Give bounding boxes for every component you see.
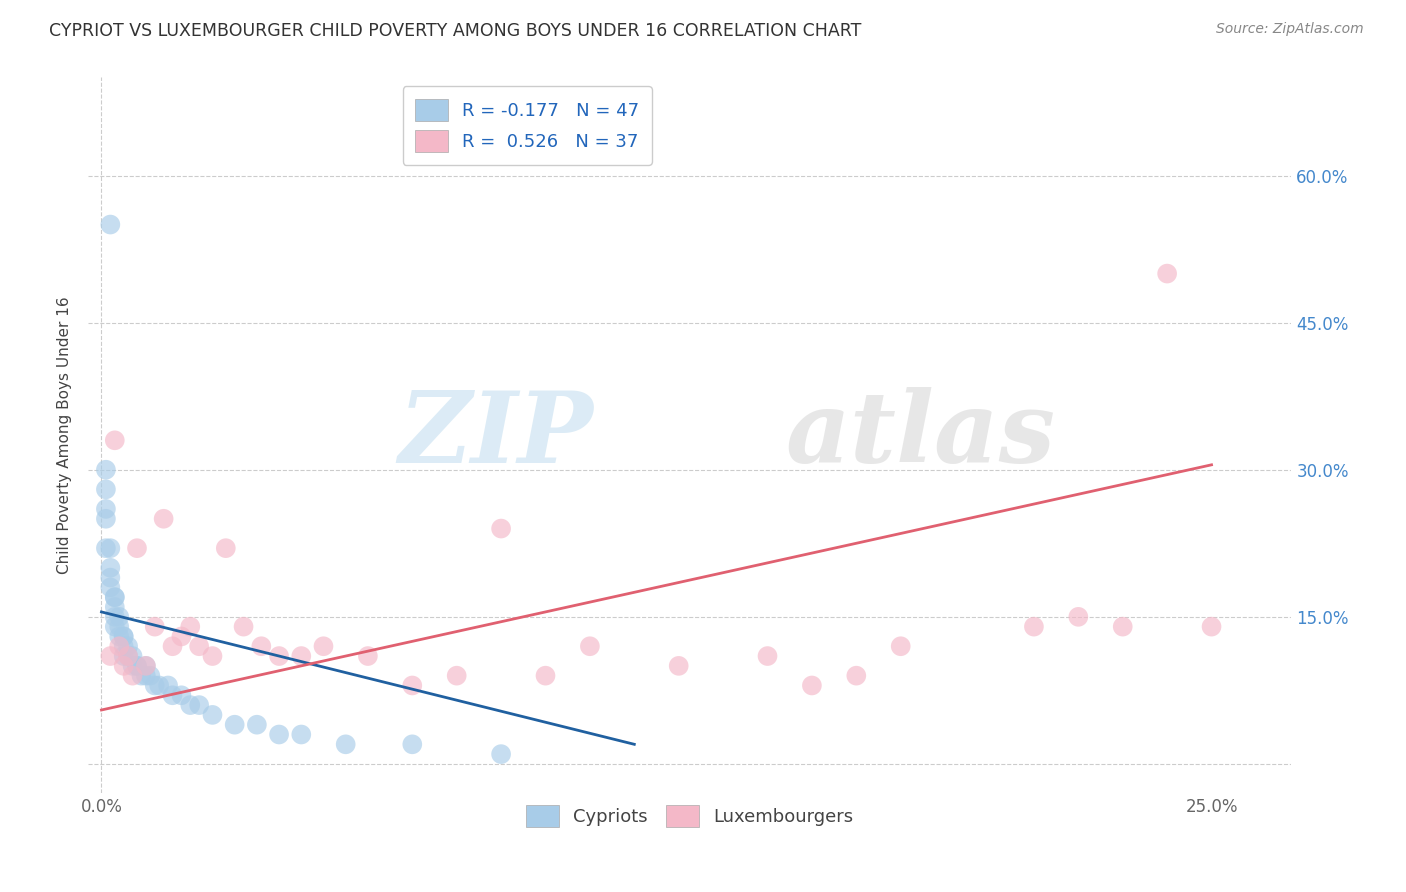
Point — [135, 668, 157, 682]
Point — [98, 581, 121, 595]
Point — [246, 717, 269, 731]
Point — [312, 639, 335, 653]
Point — [201, 707, 224, 722]
Point — [157, 678, 180, 692]
Point — [401, 737, 423, 751]
Point — [534, 668, 557, 682]
Point — [98, 218, 121, 232]
Point — [446, 668, 468, 682]
Point — [104, 610, 127, 624]
Point — [162, 639, 184, 653]
Point — [152, 512, 174, 526]
Point — [104, 591, 127, 605]
Point — [112, 629, 135, 643]
Text: Source: ZipAtlas.com: Source: ZipAtlas.com — [1216, 22, 1364, 37]
Point — [143, 620, 166, 634]
Point — [108, 639, 131, 653]
Point — [108, 620, 131, 634]
Point — [290, 727, 312, 741]
Point — [401, 678, 423, 692]
Point — [188, 639, 211, 653]
Point — [117, 648, 139, 663]
Point — [98, 541, 121, 556]
Point — [290, 648, 312, 663]
Point — [1112, 620, 1135, 634]
Point — [104, 434, 127, 448]
Point — [267, 648, 290, 663]
Point — [162, 688, 184, 702]
Point — [94, 512, 117, 526]
Point — [94, 483, 117, 497]
Point — [98, 648, 121, 663]
Point — [112, 629, 135, 643]
Point — [94, 541, 117, 556]
Point — [250, 639, 273, 653]
Point — [125, 541, 148, 556]
Legend: Cypriots, Luxembourgers: Cypriots, Luxembourgers — [519, 798, 860, 834]
Point — [224, 717, 246, 731]
Point — [267, 727, 290, 741]
Point — [104, 620, 127, 634]
Point — [94, 463, 117, 477]
Point — [800, 678, 823, 692]
Point — [148, 678, 170, 692]
Text: atlas: atlas — [786, 387, 1056, 483]
Point — [201, 648, 224, 663]
Point — [215, 541, 238, 556]
Text: CYPRIOT VS LUXEMBOURGER CHILD POVERTY AMONG BOYS UNDER 16 CORRELATION CHART: CYPRIOT VS LUXEMBOURGER CHILD POVERTY AM… — [49, 22, 862, 40]
Point — [170, 629, 193, 643]
Point — [125, 658, 148, 673]
Point — [135, 658, 157, 673]
Point — [117, 648, 139, 663]
Point — [143, 678, 166, 692]
Point — [489, 747, 512, 761]
Point — [188, 698, 211, 712]
Point — [104, 591, 127, 605]
Point — [112, 648, 135, 663]
Point — [121, 648, 143, 663]
Point — [94, 502, 117, 516]
Point — [357, 648, 380, 663]
Point — [170, 688, 193, 702]
Point — [845, 668, 868, 682]
Point — [756, 648, 779, 663]
Point — [135, 658, 157, 673]
Point — [489, 522, 512, 536]
Point — [179, 698, 201, 712]
Point — [179, 620, 201, 634]
Point — [579, 639, 602, 653]
Point — [108, 610, 131, 624]
Y-axis label: Child Poverty Among Boys Under 16: Child Poverty Among Boys Under 16 — [58, 296, 72, 574]
Point — [121, 658, 143, 673]
Point — [117, 639, 139, 653]
Point — [1067, 610, 1090, 624]
Point — [104, 600, 127, 615]
Point — [125, 658, 148, 673]
Point — [232, 620, 254, 634]
Point — [1022, 620, 1045, 634]
Point — [890, 639, 912, 653]
Point — [1156, 267, 1178, 281]
Point — [121, 668, 143, 682]
Point — [108, 629, 131, 643]
Point — [1201, 620, 1223, 634]
Point — [112, 658, 135, 673]
Point — [98, 571, 121, 585]
Point — [131, 668, 153, 682]
Text: ZIP: ZIP — [398, 387, 593, 483]
Point — [335, 737, 357, 751]
Point — [668, 658, 690, 673]
Point — [139, 668, 162, 682]
Point — [112, 639, 135, 653]
Point — [98, 561, 121, 575]
